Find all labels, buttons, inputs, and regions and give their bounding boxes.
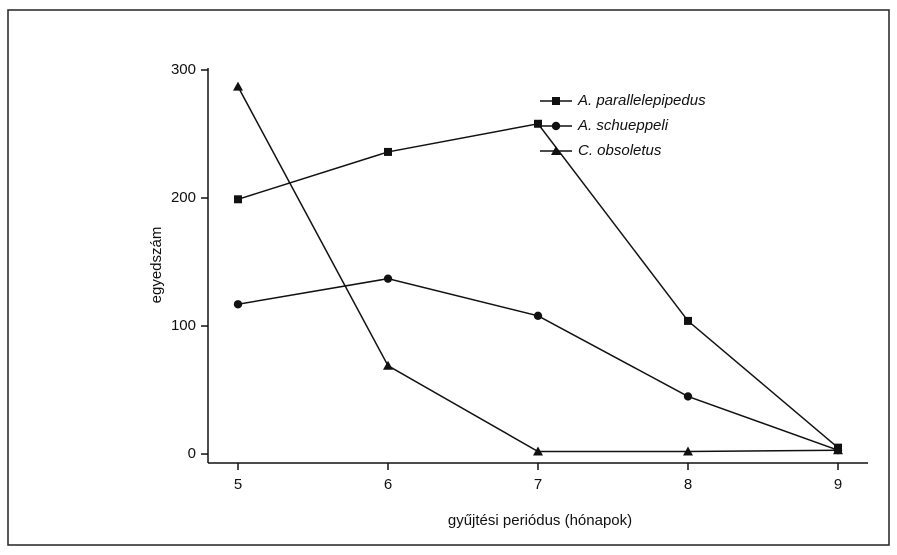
marker [384,147,392,156]
marker [233,300,243,309]
marker [551,146,561,155]
marker [833,445,843,455]
x-tick-label: 5 [234,476,242,493]
marker [551,121,561,131]
marker [552,97,560,105]
legend-label: C. obsoletus [578,142,662,159]
y-tick-label: 300 [171,61,196,78]
y-axis-label: egyedszám [148,227,165,304]
x-tick-label: 9 [834,476,842,493]
legend-label: A. schueppeli [577,117,669,134]
series-line [237,122,839,449]
y-tick-label: 200 [171,189,196,206]
marker [234,195,242,204]
marker [683,446,693,456]
frame [7,9,890,546]
marker [533,446,543,456]
marker [383,360,393,370]
y-tick-label: 100 [171,317,196,334]
marker [684,316,692,325]
marker [534,119,542,128]
series-line [237,86,839,453]
x-tick-label: 8 [684,476,692,493]
x-axis-label: gyűjtési periódus (hónapok) [448,512,632,529]
x-tick-label: 6 [384,476,392,493]
marker [533,311,543,320]
series-line [237,277,839,451]
y-tick-label: 0 [188,445,196,462]
marker [233,81,243,91]
x-tick-label: 7 [534,476,542,493]
marker [683,392,693,401]
legend-label: A. parallelepipedus [577,92,706,109]
marker [383,274,393,283]
